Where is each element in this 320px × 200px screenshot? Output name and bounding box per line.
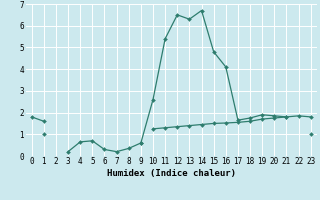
X-axis label: Humidex (Indice chaleur): Humidex (Indice chaleur): [107, 169, 236, 178]
